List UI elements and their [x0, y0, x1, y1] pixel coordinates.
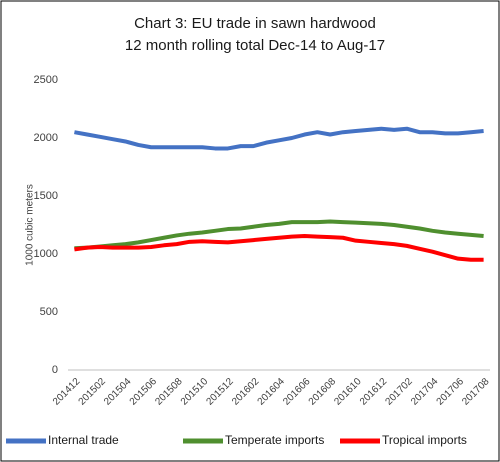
legend-label: Tropical imports [382, 433, 467, 447]
y-tick-label: 0 [52, 364, 58, 376]
series-line [74, 234, 484, 262]
legend-label: Internal trade [48, 433, 119, 447]
chart-subtitle: 12 month rolling total Dec-14 to Aug-17 [125, 37, 385, 54]
y-tick-label: 1500 [34, 190, 58, 202]
y-tick-label: 1000 [34, 248, 58, 260]
y-tick-label: 500 [40, 306, 58, 318]
chart-title: Chart 3: EU trade in sawn hardwood [134, 15, 376, 32]
legend-label: Temperate imports [225, 433, 324, 447]
series-line [74, 126, 484, 151]
y-tick-label: 2000 [34, 132, 58, 144]
y-axis-label: 1000 cubic meters [25, 184, 36, 266]
y-tick-label: 2500 [34, 74, 58, 86]
series-line [74, 219, 484, 251]
